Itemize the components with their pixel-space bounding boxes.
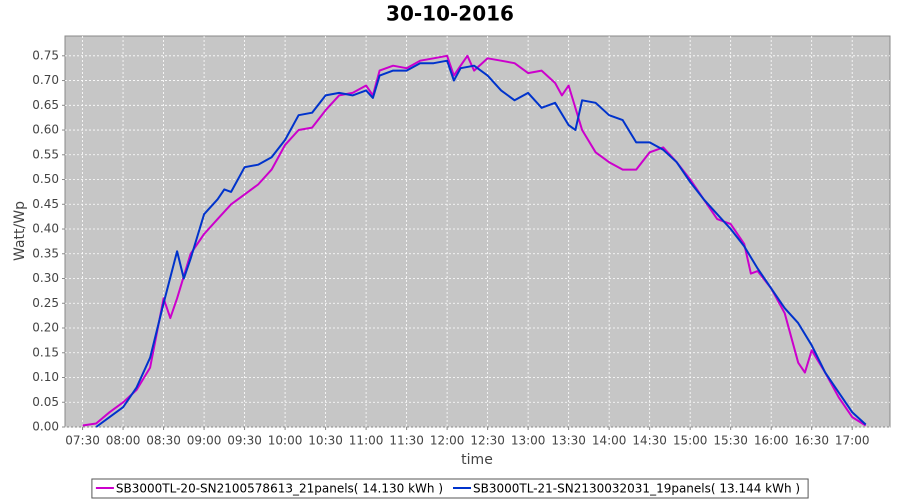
x-tick-label: 11:00 <box>349 434 384 448</box>
y-axis-label: Watt/Wp <box>12 201 28 261</box>
legend-label: SB3000TL-20-SN2100578613_21panels( 14.13… <box>116 482 443 496</box>
y-tick-label: 0.55 <box>32 147 59 161</box>
x-tick-label: 09:00 <box>187 434 222 448</box>
y-tick-label: 0.10 <box>32 370 59 384</box>
y-tick-label: 0.35 <box>32 246 59 260</box>
x-tick-label: 17:00 <box>835 434 870 448</box>
legend-box <box>91 478 809 499</box>
y-tick-label: 0.65 <box>32 98 59 112</box>
y-tick-label: 0.45 <box>32 197 59 211</box>
y-tick-label: 0.15 <box>32 345 59 359</box>
y-tick-label: 0.70 <box>32 73 59 87</box>
y-tick-label: 0.40 <box>32 222 59 236</box>
x-tick-label: 10:30 <box>308 434 343 448</box>
y-tick-label: 0.20 <box>32 321 59 335</box>
legend: SB3000TL-20-SN2100578613_21panels( 14.13… <box>91 478 809 499</box>
y-tick-label: 0.60 <box>32 123 59 137</box>
x-tick-label: 07:30 <box>65 434 100 448</box>
x-tick-label: 12:30 <box>470 434 505 448</box>
x-tick-label: 11:30 <box>389 434 424 448</box>
y-tick-label: 0.30 <box>32 271 59 285</box>
x-tick-label: 12:00 <box>430 434 465 448</box>
y-tick-label: 0.00 <box>32 420 59 434</box>
x-axis-label: time <box>461 452 493 468</box>
x-tick-label: 13:00 <box>511 434 546 448</box>
plot-area <box>64 35 891 428</box>
legend-label: SB3000TL-21-SN2130032031_19panels( 13.14… <box>473 482 800 496</box>
x-tick-label: 09:30 <box>227 434 262 448</box>
x-tick-label: 16:30 <box>794 434 829 448</box>
x-tick-label: 13:30 <box>551 434 586 448</box>
x-tick-label: 16:00 <box>754 434 789 448</box>
x-tick-label: 15:30 <box>713 434 748 448</box>
y-tick-label: 0.05 <box>32 395 59 409</box>
x-tick-label: 15:00 <box>673 434 708 448</box>
x-tick-label: 14:00 <box>592 434 627 448</box>
y-tick-label: 0.25 <box>32 296 59 310</box>
y-tick-label: 0.50 <box>32 172 59 186</box>
x-tick-label: 10:00 <box>268 434 303 448</box>
x-tick-label: 08:30 <box>146 434 181 448</box>
series-line <box>95 59 867 428</box>
x-tick-label: 14:30 <box>632 434 667 448</box>
x-tick-label: 08:00 <box>106 434 141 448</box>
chart-title: 30-10-2016 <box>386 2 514 26</box>
y-tick-label: 0.75 <box>32 48 59 62</box>
